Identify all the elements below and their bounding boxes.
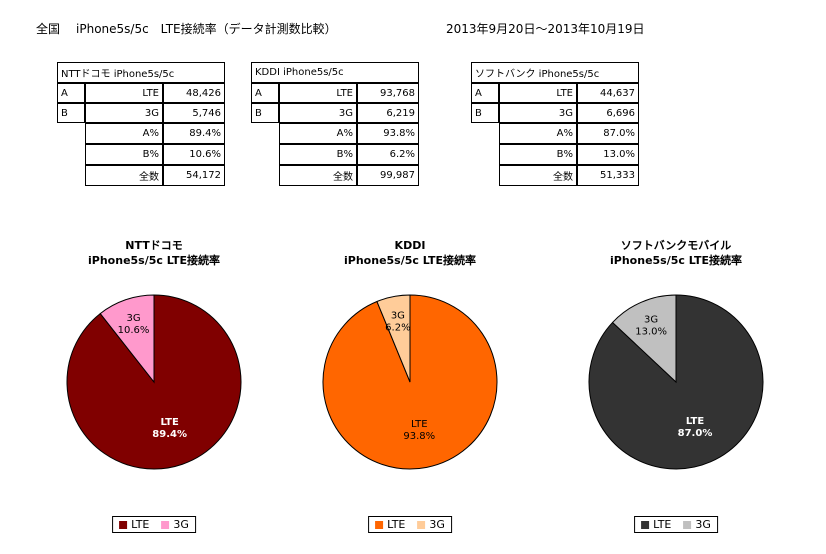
- table-row-label: 3G: [85, 103, 163, 123]
- pie-slice-label: 3G: [126, 313, 140, 324]
- table-key: B: [57, 103, 85, 123]
- legend-label: LTE: [387, 518, 406, 531]
- table-row-label: 全数: [499, 165, 577, 186]
- legend-label: LTE: [653, 518, 672, 531]
- chart-title-line: NTTドコモ: [125, 239, 183, 252]
- table-key: B: [471, 103, 499, 123]
- table-row-label: 3G: [499, 103, 577, 123]
- pie-slice-value-label: 87.0%: [678, 428, 713, 439]
- table-row-value: 48,426: [163, 83, 225, 103]
- table-key: A: [251, 83, 279, 103]
- chart-title-line: ソフトバンクモバイル: [620, 239, 732, 252]
- pie-slice-value-label: 6.2%: [385, 323, 410, 334]
- table-key: A: [57, 83, 85, 103]
- chart-subtitle: iPhone5s/5c LTE接続率: [88, 254, 220, 267]
- pie-slice-value-label: 89.4%: [152, 429, 187, 440]
- table-row-value: 6.2%: [357, 144, 419, 165]
- table-row-value: 6,219: [357, 103, 419, 123]
- table-row-value: 13.0%: [577, 144, 639, 165]
- chart-title: ソフトバンクモバイル iPhone5s/5c LTE接続率: [580, 238, 772, 268]
- table-row-label: 全数: [85, 165, 163, 186]
- table-row-value: 5,746: [163, 103, 225, 123]
- chart-title-line: KDDI: [394, 239, 426, 252]
- table-row-label: B%: [499, 144, 577, 165]
- legend-label: 3G: [695, 518, 711, 531]
- chart-legend: LTE 3G: [368, 516, 452, 533]
- legend-swatch: [683, 520, 692, 529]
- legend-label: LTE: [131, 518, 150, 531]
- pie-slice-3g: [611, 294, 677, 384]
- table-row-value: 54,172: [163, 165, 225, 186]
- pie-slice-3g: [99, 294, 155, 384]
- table-title: KDDI iPhone5s/5c: [251, 62, 419, 83]
- table-row-value: 87.0%: [577, 123, 639, 144]
- data-table: KDDI iPhone5s/5c A LTE 93,768 B 3G 6,219 A% 93.8…: [251, 62, 419, 186]
- pie-slice-value-label: 10.6%: [118, 325, 150, 336]
- table-row-label: LTE: [85, 83, 163, 103]
- legend-swatch: [417, 520, 426, 529]
- pie-slice-value-label: 13.0%: [635, 327, 667, 338]
- legend-swatch: [641, 520, 650, 529]
- chart-legend: LTE 3G: [112, 516, 196, 533]
- table-key: A: [471, 83, 499, 103]
- table-row-label: 3G: [279, 103, 357, 123]
- chart-subtitle: iPhone5s/5c LTE接続率: [610, 254, 742, 267]
- pie-slice-label: LTE: [160, 417, 179, 428]
- table-row-value: 10.6%: [163, 144, 225, 165]
- page-title: 全国 iPhone5s/5c LTE接続率（データ計測数比較）: [36, 20, 337, 37]
- pie-slice-3g: [376, 294, 411, 383]
- table-row-value: 89.4%: [163, 123, 225, 144]
- region-label: 全国: [36, 22, 61, 36]
- pie-slice-value-label: 93.8%: [403, 431, 435, 442]
- table-row-value: 93.8%: [357, 123, 419, 144]
- table-row-label: A%: [85, 123, 163, 144]
- table-key: B: [251, 103, 279, 123]
- table-row-label: LTE: [279, 83, 357, 103]
- pie-slice-label: 3G: [644, 315, 658, 326]
- table-row-label: B%: [85, 144, 163, 165]
- chart-title: NTTドコモ iPhone5s/5c LTE接続率: [58, 238, 250, 268]
- pie-slice-label: LTE: [411, 419, 428, 430]
- pie-chart: NTTドコモ iPhone5s/5c LTE接続率 LTE 89.4% 3G 10.6% L…: [58, 238, 250, 538]
- table-row-label: LTE: [499, 83, 577, 103]
- table-row-label: B%: [279, 144, 357, 165]
- table-row-value: 44,637: [577, 83, 639, 103]
- table-row-label: 全数: [279, 165, 357, 186]
- period-label: 2013年9月20日～2013年10月19日: [446, 22, 645, 36]
- legend-label: 3G: [173, 518, 189, 531]
- pie-slice-label: LTE: [686, 416, 705, 427]
- legend-swatch: [119, 520, 128, 529]
- chart-legend: LTE 3G: [634, 516, 718, 533]
- legend-swatch: [375, 520, 384, 529]
- pie-slice-label: 3G: [391, 311, 405, 322]
- table-title: ソフトバンク iPhone5s/5c: [471, 62, 639, 83]
- table-row-value: 93,768: [357, 83, 419, 103]
- pie-chart: KDDI iPhone5s/5c LTE接続率 LTE 93.8% 3G 6.2% LTE 3…: [314, 238, 506, 538]
- table-title: NTTドコモ iPhone5s/5c: [57, 62, 225, 83]
- data-table: NTTドコモ iPhone5s/5c A LTE 48,426 B 3G 5,746 A% 89…: [57, 62, 225, 186]
- legend-swatch: [161, 520, 170, 529]
- table-row-value: 6,696: [577, 103, 639, 123]
- table-row-value: 99,987: [357, 165, 419, 186]
- table-row-value: 51,333: [577, 165, 639, 186]
- chart-title: KDDI iPhone5s/5c LTE接続率: [314, 238, 506, 268]
- table-row-label: A%: [279, 123, 357, 144]
- table-row-label: A%: [499, 123, 577, 144]
- title-label: iPhone5s/5c LTE接続率（データ計測数比較）: [76, 22, 337, 36]
- data-table: ソフトバンク iPhone5s/5c A LTE 44,637 B 3G 6,696 A% 87…: [471, 62, 639, 186]
- chart-subtitle: iPhone5s/5c LTE接続率: [344, 254, 476, 267]
- legend-label: 3G: [429, 518, 445, 531]
- pie-chart: ソフトバンクモバイル iPhone5s/5c LTE接続率 LTE 87.0% 3G 13…: [580, 238, 772, 538]
